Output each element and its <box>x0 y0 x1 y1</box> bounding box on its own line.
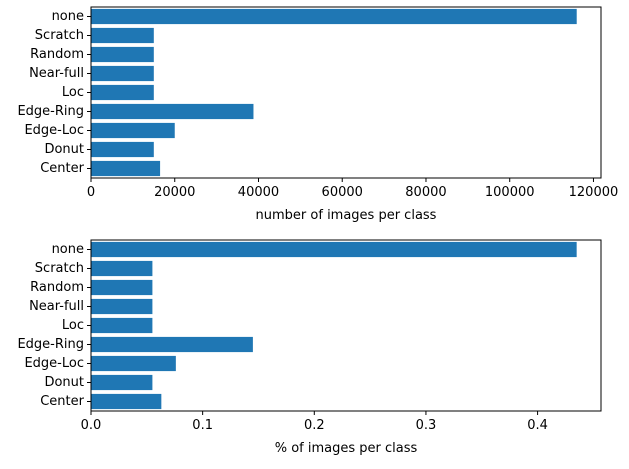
bottom-ytick-label: Edge-Ring <box>17 337 84 352</box>
bottom-xtick-label: 0.0 <box>81 418 102 433</box>
top-xtick-label: 20000 <box>154 185 195 200</box>
bottom-bar-chart: Center Donut Edge-Loc Edge-Ring Loc Near-full… <box>17 239 602 456</box>
bottom-xtick-label: 0.1 <box>192 418 213 433</box>
top-bar-donut <box>91 141 154 158</box>
bottom-xtick-label: 0.4 <box>527 418 548 433</box>
bottom-ytick-label: Donut <box>44 375 84 390</box>
top-bar-near-full <box>91 65 154 82</box>
bottom-bar-donut <box>91 374 153 391</box>
top-xtick-label: 80000 <box>405 185 446 200</box>
bottom-xtick-label: 0.3 <box>416 418 437 433</box>
bottom-ytick-label: Near-full <box>29 299 84 314</box>
bottom-bar-near-full <box>91 298 153 315</box>
top-bar-none <box>91 8 577 25</box>
bottom-ytick-label: Center <box>40 394 84 409</box>
top-xtick-label: 120000 <box>569 185 619 200</box>
top-xtick-label: 100000 <box>485 185 535 200</box>
top-bar-edge-ring <box>91 103 254 120</box>
top-xtick-label: 0 <box>87 185 95 200</box>
bottom-ytick-label: Random <box>30 280 84 295</box>
top-bar-random <box>91 46 154 63</box>
top-ytick-label: Center <box>40 161 84 176</box>
top-xtick-label: 40000 <box>238 185 279 200</box>
top-bar-chart: Center Donut Edge-Loc Edge-Ring Loc Near-full… <box>17 6 619 223</box>
top-bar-scratch <box>91 27 154 44</box>
top-ytick-label: Scratch <box>35 28 84 43</box>
bottom-ytick-label: Scratch <box>35 261 84 276</box>
top-bar-center <box>91 160 161 177</box>
top-ytick-label: Donut <box>44 142 84 157</box>
bottom-bar-edge-ring <box>91 336 253 353</box>
bottom-bar-center <box>91 393 162 410</box>
top-bar-edge-loc <box>91 122 175 139</box>
bottom-bar-loc <box>91 317 153 334</box>
top-ytick-label: Edge-Ring <box>17 104 84 119</box>
bottom-ytick-label: Loc <box>62 318 84 333</box>
bottom-ytick-label: Edge-Loc <box>24 356 84 371</box>
bottom-x-axis-label: % of images per class <box>275 441 418 456</box>
top-xtick-label: 60000 <box>322 185 363 200</box>
top-bar-loc <box>91 84 154 101</box>
top-x-axis-label: number of images per class <box>256 208 437 223</box>
bottom-bar-scratch <box>91 260 153 277</box>
bottom-bar-none <box>91 241 577 258</box>
top-ytick-label: Edge-Loc <box>24 123 84 138</box>
top-ytick-label: Loc <box>62 85 84 100</box>
bottom-bar-edge-loc <box>91 355 176 372</box>
bottom-xtick-label: 0.2 <box>304 418 325 433</box>
top-ytick-label: Near-full <box>29 66 84 81</box>
top-ytick-label: Random <box>30 47 84 62</box>
bottom-ytick-label: none <box>52 242 84 257</box>
top-ytick-label: none <box>52 9 84 24</box>
bottom-bar-random <box>91 279 153 296</box>
